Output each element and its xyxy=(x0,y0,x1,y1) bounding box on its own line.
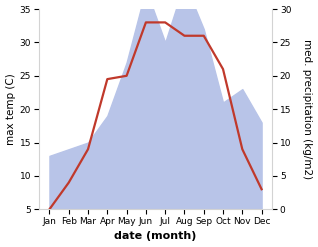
X-axis label: date (month): date (month) xyxy=(114,231,197,242)
Y-axis label: max temp (C): max temp (C) xyxy=(5,73,16,145)
Y-axis label: med. precipitation (kg/m2): med. precipitation (kg/m2) xyxy=(302,39,313,179)
